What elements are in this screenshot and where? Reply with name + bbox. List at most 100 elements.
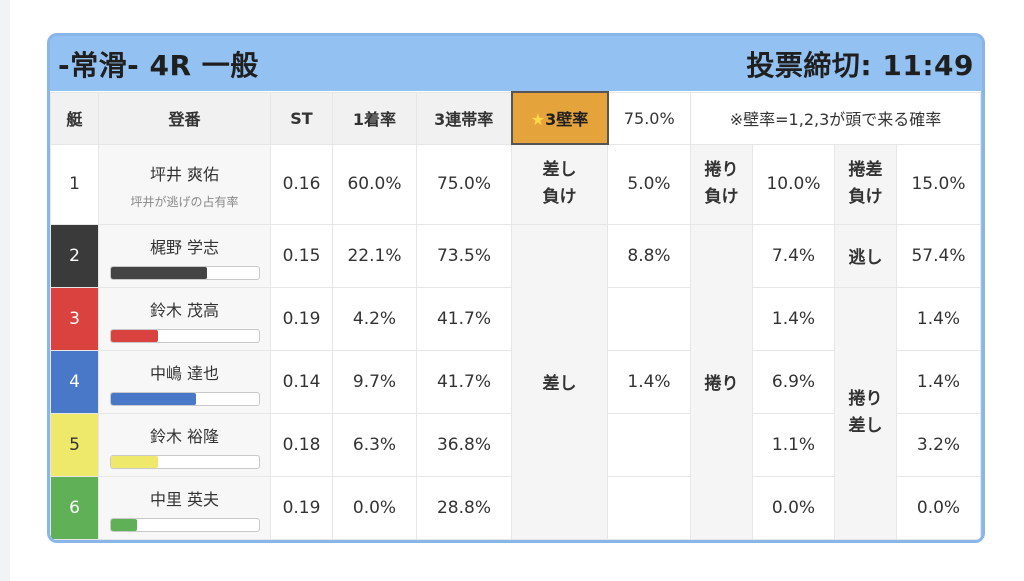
win-rate-value: 22.1% — [332, 223, 417, 288]
sashi-label-text: 差し — [542, 374, 577, 394]
makuri-make-value: 10.0% — [752, 143, 835, 225]
frame-number: 5 — [50, 412, 99, 477]
win-rate-value: 6.3% — [332, 412, 417, 477]
label-line: 負け — [542, 187, 577, 208]
sashi-make-value: 5.0% — [607, 143, 691, 225]
makuri-value: 1.1% — [752, 412, 835, 477]
racer-name[interactable]: 鈴木 裕隆 — [149, 426, 220, 446]
header-row: 艇 登番 ST 1着率 3連帯率 ★3壁率 75.0% ※壁率=1,2,3が頭で… — [50, 91, 981, 145]
label-line: 差し — [542, 160, 577, 181]
label-line: 捲り — [848, 389, 883, 409]
makurisashi-make-label: 捲差 負け — [834, 143, 897, 225]
nige-label: 逃し — [834, 223, 897, 288]
st-value: 0.16 — [270, 143, 333, 225]
st-value: 0.15 — [270, 223, 333, 288]
racer-name[interactable]: 中里 英夫 — [149, 489, 220, 509]
st-value: 0.19 — [270, 286, 333, 351]
makuri-label: 捲り — [690, 223, 753, 540]
rate-bar — [109, 517, 260, 532]
col-frame: 艇 — [50, 91, 99, 145]
win-rate-value: 4.2% — [332, 286, 417, 351]
wall-rate-note: ※壁率=1,2,3が頭で来る確率 — [690, 91, 981, 145]
left-edge-strip — [0, 0, 10, 581]
sashi-make-label: 差し 負け — [511, 143, 608, 225]
nige-value: 57.4% — [896, 223, 981, 288]
table-row: 3 鈴木 茂高 0.19 4.2% 41.7% 1.4% 捲り 差し 1.4% — [50, 286, 981, 540]
top3-rate-value: 73.5% — [416, 223, 512, 288]
makuri-value: 7.4% — [752, 223, 835, 288]
frame-number: 4 — [50, 349, 99, 414]
label-line: 負け — [848, 187, 883, 207]
table-row: 6 中里 英夫 0.19 0.0% 28.8% 0.0% 0.0% — [50, 475, 981, 540]
win-rate-value: 0.0% — [332, 475, 417, 540]
makurisashi-make-value: 15.0% — [896, 143, 981, 225]
label-line: 捲差 — [848, 160, 883, 180]
label-line: 差し — [848, 416, 883, 436]
makurisashi-value: 3.2% — [896, 412, 981, 477]
racer-name[interactable]: 鈴木 茂高 — [149, 300, 220, 320]
wall-rate-value: 75.0% — [607, 91, 691, 145]
racer-cell: 坪井 爽佑 坪井が逃げの占有率 — [98, 143, 271, 225]
col-name: 登番 — [98, 91, 271, 145]
col-win-rate: 1着率 — [332, 91, 417, 145]
frame-number: 2 — [50, 223, 99, 288]
frame-number: 6 — [50, 475, 99, 540]
table-row: 4 中嶋 達也 0.14 9.7% 41.7% 1.4% 6.9% 1.4% — [50, 349, 981, 414]
makurisashi-value: 0.0% — [896, 475, 981, 540]
col-st: ST — [270, 91, 333, 145]
top3-rate-value: 28.8% — [416, 475, 512, 540]
top3-rate-value: 75.0% — [416, 143, 512, 225]
race-card: -常滑- 4R 一般 投票締切: 11:49 艇 登番 ST 1着率 3連帯率 … — [47, 33, 985, 543]
racer-name[interactable]: 中嶋 達也 — [149, 363, 220, 383]
racer-name[interactable]: 坪井 爽佑 — [149, 164, 220, 184]
table-row: 1 坪井 爽佑 坪井が逃げの占有率 0.16 60.0% 75.0% 差し 負け … — [50, 143, 981, 225]
makuri-value: 1.4% — [752, 286, 835, 351]
table-row: 5 鈴木 裕隆 0.18 6.3% 36.8% 1.1% 3.2% — [50, 412, 981, 477]
race-header: -常滑- 4R 一般 投票締切: 11:49 — [50, 36, 982, 91]
makurisashi-label: 捲り 差し — [834, 286, 897, 540]
race-title: -常滑- 4R 一般 — [58, 49, 259, 82]
makurisashi-value: 1.4% — [896, 286, 981, 351]
win-rate-value: 9.7% — [332, 349, 417, 414]
sashi-value — [607, 412, 691, 477]
sashi-label: 差し — [511, 223, 608, 540]
rate-bar — [109, 265, 260, 280]
racer-stats-table: 艇 登番 ST 1着率 3連帯率 ★3壁率 75.0% ※壁率=1,2,3が頭で… — [50, 91, 981, 540]
racer-cell: 中里 英夫 — [98, 475, 271, 540]
win-rate-value: 60.0% — [332, 143, 417, 225]
frame-number: 3 — [50, 286, 99, 351]
makuri-value: 0.0% — [752, 475, 835, 540]
sashi-value: 8.8% — [607, 223, 691, 288]
sashi-value — [607, 475, 691, 540]
rate-bar-fill — [110, 518, 138, 531]
label-line: 負け — [704, 187, 739, 207]
col-top3-rate: 3連帯率 — [416, 91, 512, 145]
deadline-label: 投票締切: 11:49 — [746, 49, 974, 82]
st-value: 0.19 — [270, 475, 333, 540]
rate-bar-fill — [110, 392, 197, 405]
makuri-label-text: 捲り — [704, 374, 739, 394]
star-icon: ★ — [530, 110, 546, 129]
racer-cell: 鈴木 茂高 — [98, 286, 271, 351]
rate-bar-fill — [110, 455, 158, 468]
col-wall-rate-label: 3壁率 — [545, 110, 589, 129]
table-row: 2 梶野 学志 0.15 22.1% 73.5% 差し 8.8% 捲り 7.4%… — [50, 223, 981, 540]
top3-rate-value: 41.7% — [416, 349, 512, 414]
makuri-value: 6.9% — [752, 349, 835, 414]
frame-number: 1 — [50, 143, 99, 225]
rate-bar-fill — [110, 266, 207, 279]
racer-name[interactable]: 梶野 学志 — [149, 237, 220, 257]
sashi-value — [607, 286, 691, 351]
makurisashi-value: 1.4% — [896, 349, 981, 414]
racer-cell: 梶野 学志 — [98, 223, 271, 288]
makuri-make-label: 捲り 負け — [690, 143, 753, 225]
racer-cell: 鈴木 裕隆 — [98, 412, 271, 477]
col-wall-rate: ★3壁率 — [510, 91, 609, 145]
st-value: 0.14 — [270, 349, 333, 414]
racer-note: 坪井が逃げの占有率 — [130, 194, 239, 209]
rate-bar — [109, 328, 260, 343]
sashi-value: 1.4% — [607, 349, 691, 414]
rate-bar — [109, 391, 260, 406]
rate-bar — [109, 454, 260, 469]
racer-cell: 中嶋 達也 — [98, 349, 271, 414]
